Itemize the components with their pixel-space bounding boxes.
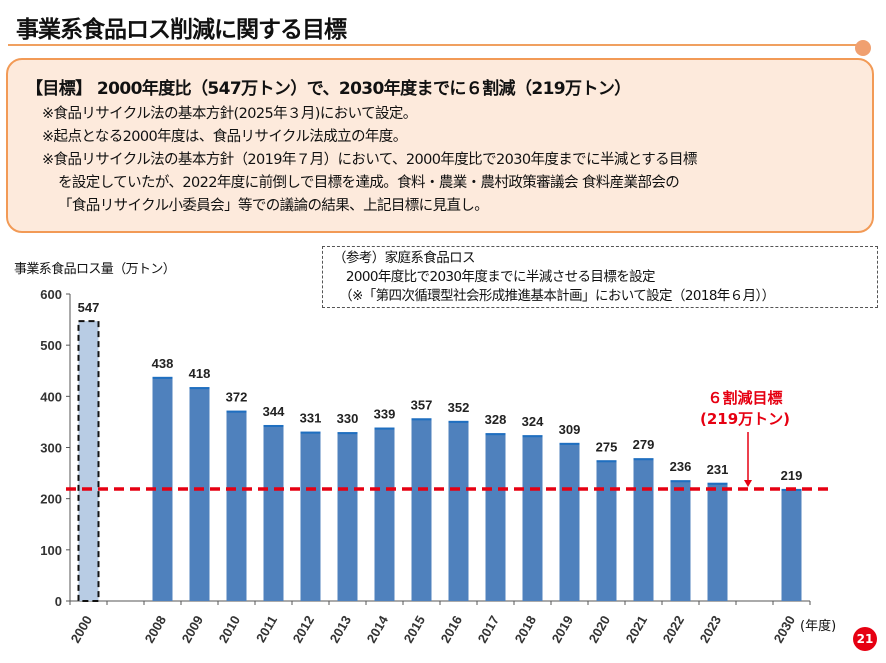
page-title: 事業系食品ロス削減に関する目標 <box>16 17 347 43</box>
x-tick-label-2020: 2020 <box>586 613 613 646</box>
x-tick-label-2015: 2015 <box>401 613 428 646</box>
x-tick-label-2014: 2014 <box>364 612 392 645</box>
y-tick-label: 100 <box>40 543 62 558</box>
bar-2023 <box>707 482 728 601</box>
y-tick-label: 500 <box>40 338 62 353</box>
data-label-2019: 309 <box>559 422 581 437</box>
bar-2019 <box>559 442 580 601</box>
data-label-2011: 344 <box>263 404 285 419</box>
bar-2022 <box>670 480 691 601</box>
bar-2014 <box>374 427 395 601</box>
x-tick-label-2011: 2011 <box>253 613 280 645</box>
y-axis-label: 事業系食品ロス量（万トン） <box>14 262 176 277</box>
x-tick-label-2018: 2018 <box>512 613 539 646</box>
x-tick-label-2021: 2021 <box>623 613 650 646</box>
bar-2012 <box>300 431 321 601</box>
x-tick-label-2000: 2000 <box>68 613 95 646</box>
y-tick-label: 0 <box>55 594 62 609</box>
target-label-1: ６割減目標 <box>707 389 783 407</box>
bar-top-2010 <box>226 410 247 413</box>
data-label-2013: 330 <box>337 411 359 426</box>
bar-top-2017 <box>485 433 506 436</box>
data-label-2009: 418 <box>189 366 211 381</box>
x-tick-label-2017: 2017 <box>475 613 502 646</box>
bar-top-2008 <box>152 376 173 379</box>
y-tick-label: 400 <box>40 389 62 404</box>
title-divider <box>8 44 863 46</box>
y-tick-label: 200 <box>40 492 62 507</box>
y-tick-label: 300 <box>40 441 62 456</box>
x-tick-label-2019: 2019 <box>549 613 576 646</box>
bar-2009 <box>189 387 210 601</box>
goal-box: 【目標】 2000年度比（547万トン）で、2030年度までに６割減（219万ト… <box>6 58 874 233</box>
x-tick-label-2013: 2013 <box>327 613 354 646</box>
bar-top-2020 <box>596 460 617 463</box>
data-label-2008: 438 <box>152 356 174 371</box>
bar-top-2012 <box>300 431 321 434</box>
flower-icon <box>855 40 871 56</box>
bar-top-2011 <box>263 424 284 427</box>
bar-top-2022 <box>670 480 691 483</box>
reference-line: （※「第四次循環型社会形成推進基本計画」において設定（2018年６月）） <box>333 288 775 304</box>
reference-line: （参考）家庭系食品ロス <box>333 250 476 266</box>
x-axis-unit: (年度) <box>800 619 837 634</box>
goal-note: 「食品リサイクル小委員会」等での議論の結果、上記目標に見直し。 <box>58 198 489 214</box>
bar-2011 <box>263 424 284 601</box>
goal-note: ※食品リサイクル法の基本方針(2025年３月)において設定。 <box>42 106 417 122</box>
data-label-2023: 231 <box>707 462 729 477</box>
bar-top-2013 <box>337 432 358 435</box>
bar-top-2023 <box>707 482 728 485</box>
x-tick-label-2022: 2022 <box>660 613 687 646</box>
data-label-2018: 324 <box>522 414 544 429</box>
goal-note: ※食品リサイクル法の基本方針（2019年７月）において、2000年度比で2030… <box>42 152 697 168</box>
data-label-2022: 236 <box>670 459 692 474</box>
data-label-2020: 275 <box>596 439 618 454</box>
bar-2018 <box>522 435 543 601</box>
data-label-2030: 219 <box>781 468 803 483</box>
target-arrow-head <box>744 479 752 487</box>
data-label-2000: 547 <box>78 300 100 315</box>
bar-2020 <box>596 460 617 601</box>
target-annotation: ６割減目標 (219万トン) <box>690 388 800 430</box>
goal-note: を設定していたが、2022年度に前倒しで目標を達成。食料・農業・農村政策審議会 … <box>58 175 680 191</box>
data-label-2010: 372 <box>226 390 248 405</box>
x-tick-label-2016: 2016 <box>438 613 465 646</box>
bar-top-2019 <box>559 442 580 445</box>
target-label-2: (219万トン) <box>699 410 791 428</box>
data-label-2016: 352 <box>448 400 470 415</box>
bar-top-2016 <box>448 420 469 423</box>
x-tick-label-2008: 2008 <box>142 613 169 646</box>
data-label-2017: 328 <box>485 412 507 427</box>
x-tick-label-2030: 2030 <box>771 613 798 646</box>
bar-2021 <box>633 458 654 601</box>
data-label-2015: 357 <box>411 397 433 412</box>
x-tick-label-2012: 2012 <box>290 613 317 646</box>
goal-note: ※起点となる2000年度は、食品リサイクル法成立の年度。 <box>42 129 407 145</box>
bar-2013 <box>337 432 358 601</box>
bar-top-2015 <box>411 418 432 421</box>
goal-headline: 【目標】 2000年度比（547万トン）で、2030年度までに６割減（219万ト… <box>26 79 631 99</box>
bar-2016 <box>448 420 469 601</box>
bar-2015 <box>411 418 432 601</box>
bar-2017 <box>485 433 506 601</box>
reference-line: 2000年度比で2030年度までに半減させる目標を設定 <box>333 269 656 285</box>
bar-top-2009 <box>189 387 210 390</box>
bar-top-2014 <box>374 427 395 430</box>
data-label-2012: 331 <box>300 411 322 426</box>
x-tick-label-2010: 2010 <box>216 613 243 646</box>
data-label-2021: 279 <box>633 437 655 452</box>
bar-top-2021 <box>633 458 654 461</box>
x-tick-label-2023: 2023 <box>697 613 724 646</box>
reference-box: （参考）家庭系食品ロス 2000年度比で2030年度までに半減させる目標を設定 … <box>322 246 878 308</box>
x-tick-label-2009: 2009 <box>179 613 206 646</box>
page-number-badge: 21 <box>853 627 877 651</box>
bar-top-2018 <box>522 435 543 438</box>
bar-2030 <box>781 488 802 601</box>
bar-2000 <box>77 320 100 602</box>
y-tick-label: 600 <box>40 287 62 302</box>
data-label-2014: 339 <box>374 407 396 422</box>
bar-2010 <box>226 410 247 601</box>
